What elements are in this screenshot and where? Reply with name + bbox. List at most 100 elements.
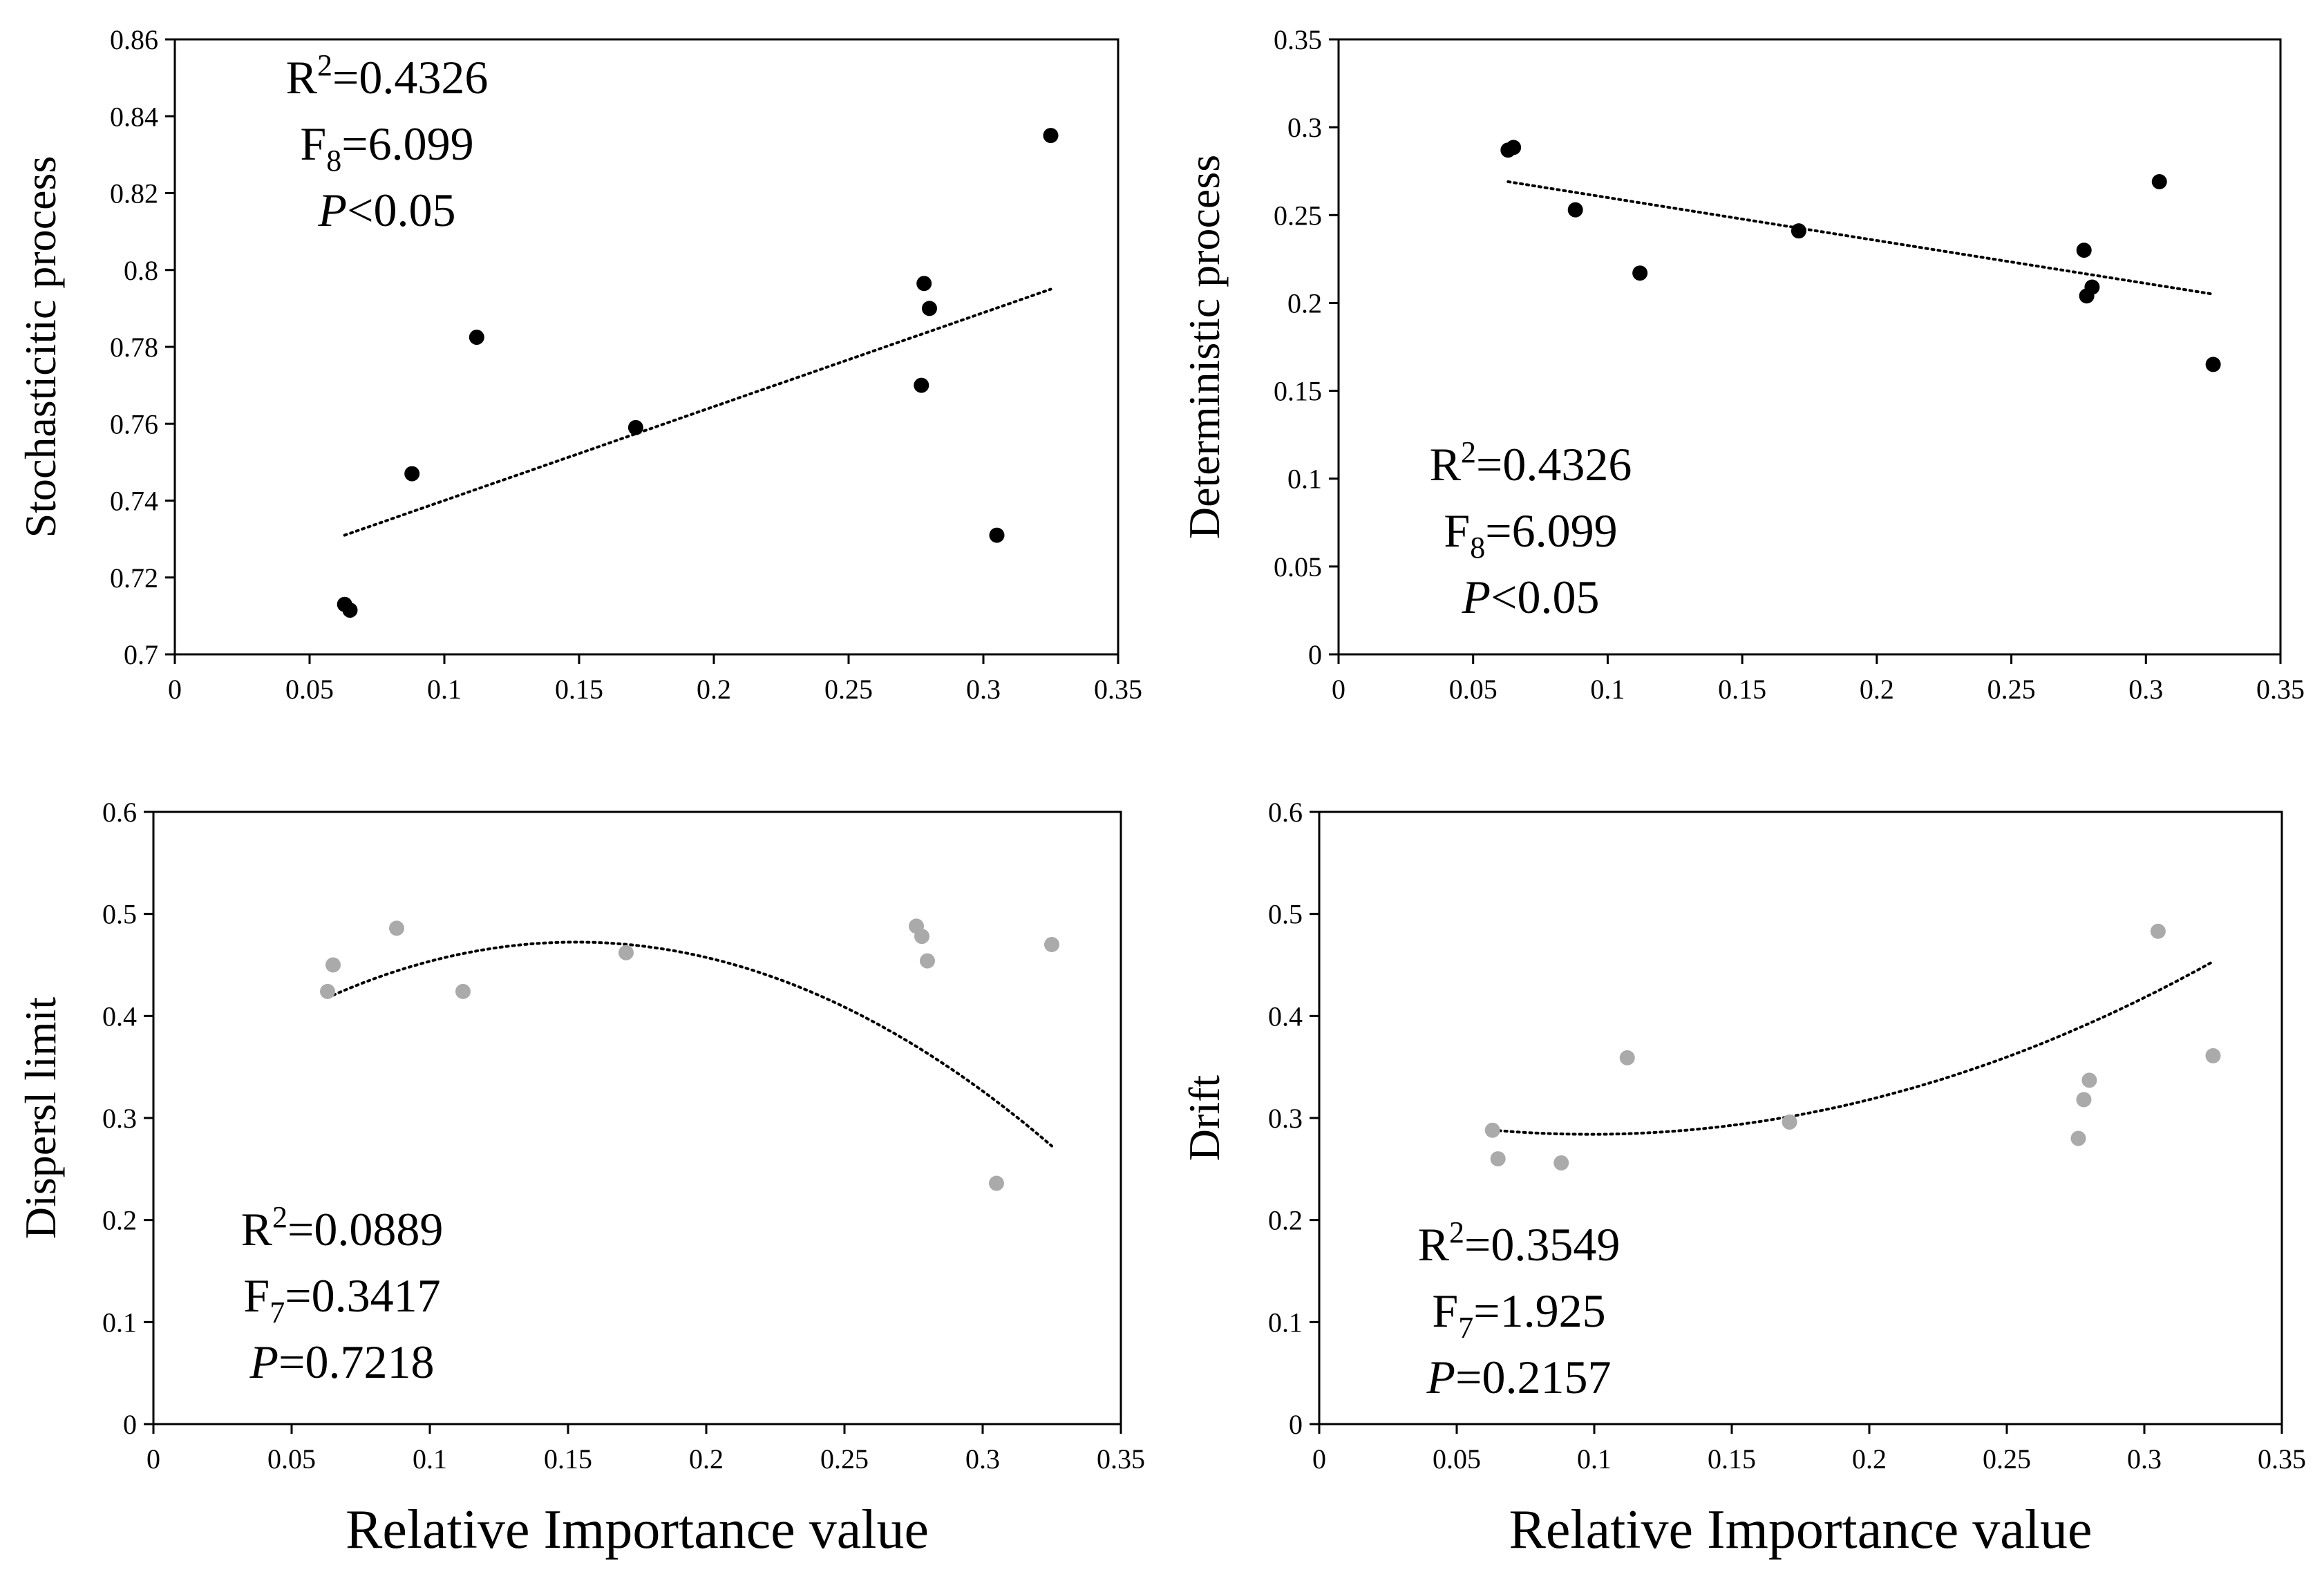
x-tick-label: 0.25 — [1983, 1443, 2031, 1475]
data-point — [2081, 1072, 2097, 1088]
data-point — [920, 953, 935, 969]
f-value: =0.3417 — [285, 1269, 440, 1322]
y-tick-label: 0.2 — [1268, 1205, 1303, 1236]
f-stat: F7=0.3417 — [243, 1269, 440, 1329]
x-tick-label: 0.05 — [1449, 674, 1498, 705]
data-point — [320, 983, 335, 999]
y-tick-label: 0.3 — [102, 1103, 137, 1134]
data-point — [1791, 223, 1806, 239]
y-tick-label: 0.1 — [1287, 464, 1322, 495]
f-value: =1.925 — [1473, 1285, 1605, 1337]
r-squared-value: =0.3549 — [1464, 1218, 1620, 1271]
y-tick-label: 0.2 — [1287, 287, 1322, 319]
x-tick-label: 0.1 — [1577, 1443, 1612, 1475]
data-point — [325, 957, 341, 973]
y-tick-label: 0.74 — [110, 486, 158, 517]
data-point — [1567, 202, 1583, 218]
x-axis-label: Relative Importance value — [1509, 1499, 2092, 1560]
data-point — [1484, 1122, 1500, 1138]
r-squared-stat: R2=0.0889 — [241, 1200, 444, 1255]
p-stat: P=0.7218 — [249, 1336, 435, 1388]
trend-line — [1491, 960, 2215, 1136]
trend-line — [1506, 180, 2215, 296]
f-stat: F8=6.099 — [1444, 504, 1617, 565]
y-tick-label: 0.05 — [1274, 551, 1322, 582]
y-tick-label: 0.82 — [110, 178, 158, 209]
x-tick-label: 0.15 — [544, 1443, 592, 1475]
x-tick-label: 0.1 — [427, 674, 462, 705]
p-symbol: P — [249, 1336, 279, 1388]
x-tick-label: 0.35 — [2256, 674, 2305, 705]
x-tick-label: 0.05 — [1433, 1443, 1481, 1475]
x-tick-label: 0.05 — [285, 674, 334, 705]
x-tick-label: 0.2 — [689, 1443, 724, 1475]
data-point — [404, 466, 420, 482]
f-subscript: 7 — [270, 1296, 285, 1329]
x-tick-label: 0.05 — [267, 1443, 316, 1475]
data-point — [1553, 1155, 1569, 1171]
y-tick-label: 0.5 — [102, 899, 137, 930]
data-point — [2205, 1048, 2221, 1063]
x-tick-label: 0.3 — [965, 1443, 1000, 1475]
chart-panel-1: 0 0.05 0.1 0.15 0.2 0.25 0.3 0.35 0.7 0.72 0.74 0.7… — [16, 24, 1142, 705]
x-tick-label: 0.3 — [2127, 1443, 2162, 1475]
y-tick-label: 0.3 — [1287, 112, 1322, 143]
x-tick-label: 0.15 — [1708, 1443, 1756, 1475]
f-symbol: F — [1444, 504, 1470, 557]
data-point — [1619, 1050, 1635, 1065]
data-point — [2150, 923, 2166, 939]
p-symbol: P — [1426, 1351, 1456, 1403]
x-tick-label: 0.25 — [1987, 674, 2036, 705]
data-point — [2151, 173, 2167, 189]
x-tick-label: 0.3 — [2128, 674, 2163, 705]
p-value: =0.7218 — [278, 1336, 434, 1388]
x-tick-label: 0.35 — [1094, 674, 1142, 705]
r-squared-symbol: R — [1430, 438, 1462, 491]
y-tick-label: 0.8 — [124, 255, 158, 286]
trend-line — [326, 940, 1053, 1148]
data-point — [2084, 279, 2100, 295]
data-point — [1506, 140, 1522, 155]
r-squared-symbol: R — [286, 51, 318, 104]
x-tick-label: 0.2 — [697, 674, 731, 705]
data-point — [2076, 243, 2092, 258]
data-point — [342, 603, 358, 618]
r-squared-superscript: 2 — [272, 1200, 287, 1234]
trend-line — [343, 287, 1052, 537]
x-tick-label: 0.35 — [1097, 1443, 1145, 1475]
x-tick-label: 0.15 — [1718, 674, 1766, 705]
y-tick-label: 0.25 — [1274, 200, 1322, 231]
y-tick-label: 0.84 — [110, 101, 158, 132]
f-stat: F7=1.925 — [1432, 1285, 1605, 1345]
x-tick-label: 0.2 — [1860, 674, 1894, 705]
x-tick-label: 0.25 — [824, 674, 873, 705]
y-tick-label: 0.35 — [1274, 24, 1322, 55]
y-tick-label: 0.5 — [1268, 899, 1303, 930]
r-squared-superscript: 2 — [1449, 1215, 1464, 1249]
p-symbol: P — [318, 184, 348, 236]
data-point — [627, 419, 643, 435]
y-tick-label: 0.72 — [110, 562, 158, 594]
y-tick-label: 0.78 — [110, 332, 158, 363]
f-symbol: F — [1432, 1285, 1458, 1337]
data-point — [2205, 357, 2221, 372]
r-squared-stat: R2=0.4326 — [1430, 435, 1632, 491]
r-squared-superscript: 2 — [1461, 435, 1476, 469]
y-tick-label: 0.6 — [1268, 797, 1303, 828]
x-tick-label: 0 — [1312, 1443, 1326, 1475]
y-tick-label: 0 — [123, 1409, 137, 1440]
f-symbol: F — [243, 1269, 270, 1322]
f-symbol: F — [300, 117, 326, 170]
y-tick-label: 0.1 — [102, 1307, 137, 1338]
y-tick-label: 0 — [1308, 639, 1322, 670]
y-tick-label: 0.76 — [110, 408, 158, 439]
p-value: <0.05 — [347, 184, 455, 236]
data-point — [1782, 1114, 1797, 1130]
y-tick-label: 0 — [1289, 1409, 1303, 1440]
y-axis-label: Drift — [1180, 1075, 1229, 1162]
